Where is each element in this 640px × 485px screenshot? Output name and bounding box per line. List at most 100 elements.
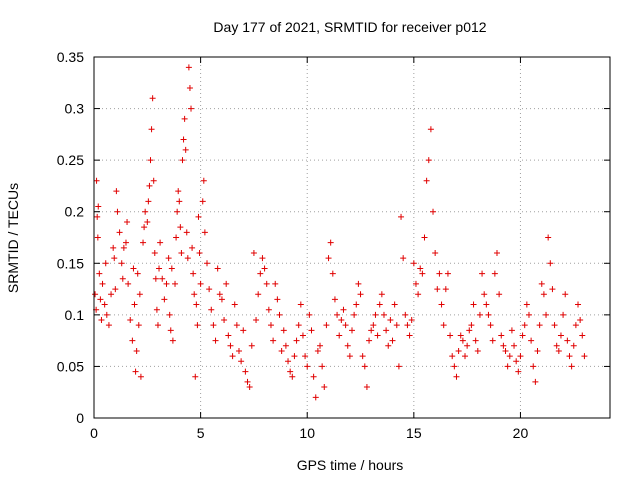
data-point <box>327 239 334 246</box>
grid <box>94 57 610 418</box>
data-point <box>513 358 520 365</box>
data-point <box>185 64 192 71</box>
data-point <box>216 291 223 298</box>
data-point <box>455 347 462 354</box>
data-point <box>157 239 164 246</box>
data-point <box>181 115 188 122</box>
data-point <box>194 322 201 329</box>
data-point <box>479 270 486 277</box>
data-point <box>96 270 103 277</box>
data-point <box>564 337 571 344</box>
data-point <box>276 311 283 318</box>
data-point <box>359 353 366 360</box>
data-point <box>257 270 264 277</box>
data-point <box>204 260 211 267</box>
data-point <box>134 270 141 277</box>
data-point <box>353 301 360 308</box>
data-point <box>285 358 292 365</box>
data-point <box>270 337 277 344</box>
data-point <box>289 373 296 380</box>
data-point <box>127 317 134 324</box>
data-point <box>380 311 387 318</box>
data-point <box>131 301 138 308</box>
chart-title: Day 177 of 2021, SRMTID for receiver p01… <box>213 19 486 35</box>
data-point <box>560 311 567 318</box>
data-point <box>150 177 157 184</box>
data-point <box>406 332 413 339</box>
data-point <box>169 337 176 344</box>
data-point <box>500 342 507 349</box>
data-point <box>361 363 368 370</box>
data-point <box>114 208 121 215</box>
data-point <box>101 301 108 308</box>
data-point <box>94 213 101 220</box>
data-point <box>154 322 161 329</box>
data-point <box>336 332 343 339</box>
data-point <box>432 249 439 256</box>
data-point <box>272 280 279 287</box>
data-point <box>227 342 234 349</box>
data-point <box>99 280 106 287</box>
data-point <box>200 177 207 184</box>
data-point <box>540 291 547 298</box>
data-point <box>555 347 562 354</box>
data-point <box>562 291 569 298</box>
data-point <box>417 265 424 272</box>
data-point <box>280 327 287 334</box>
data-point <box>148 126 155 133</box>
data-point <box>295 322 302 329</box>
data-point <box>124 219 131 226</box>
data-point <box>357 291 364 298</box>
data-point <box>111 255 118 262</box>
data-point <box>521 322 528 329</box>
data-point <box>144 219 151 226</box>
data-point <box>466 327 473 334</box>
data-point <box>192 373 199 380</box>
data-point <box>568 363 575 370</box>
data-point <box>137 373 144 380</box>
data-point <box>462 353 469 360</box>
data-point <box>577 317 584 324</box>
data-point <box>447 332 454 339</box>
y-tick-label: 0.2 <box>65 204 85 220</box>
x-tick-label: 10 <box>299 425 315 441</box>
data-point <box>472 337 479 344</box>
data-point <box>383 327 390 334</box>
data-point <box>366 337 373 344</box>
data-point <box>410 260 417 267</box>
data-point <box>485 311 492 318</box>
data-point <box>261 265 268 272</box>
data-point <box>95 203 102 210</box>
data-point <box>278 347 285 354</box>
data-point <box>395 363 402 370</box>
data-point <box>331 296 338 303</box>
data-point <box>517 353 524 360</box>
data-point <box>189 244 196 251</box>
data-point <box>94 234 101 241</box>
data-point <box>308 327 315 334</box>
data-point <box>368 327 375 334</box>
data-point <box>191 291 198 298</box>
data-point <box>525 311 532 318</box>
data-point <box>391 301 398 308</box>
data-point <box>146 182 153 189</box>
data-point <box>174 208 181 215</box>
data-point <box>489 337 496 344</box>
data-point <box>263 280 270 287</box>
data-point <box>310 373 317 380</box>
data-point <box>474 347 481 354</box>
data-point <box>178 249 185 256</box>
data-point <box>229 353 236 360</box>
data-point <box>180 136 187 143</box>
data-point <box>161 296 168 303</box>
data-point <box>130 265 137 272</box>
data-point <box>434 286 441 293</box>
data-point <box>240 327 247 334</box>
data-point <box>532 378 539 385</box>
data-point <box>149 95 156 102</box>
data-point <box>317 342 324 349</box>
data-point <box>419 270 426 277</box>
data-point <box>208 306 215 313</box>
data-point <box>491 270 498 277</box>
